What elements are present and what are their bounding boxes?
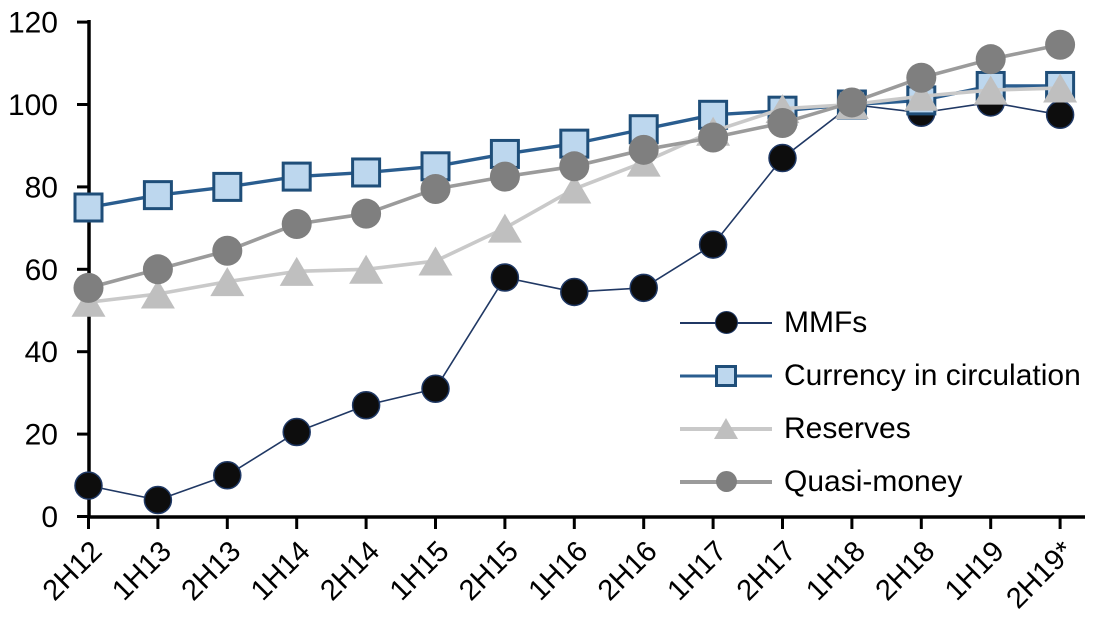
data-point-triangle xyxy=(418,246,453,276)
gray-triangle-icon xyxy=(714,418,738,439)
gray-circle-icon xyxy=(715,471,737,492)
data-point-circle xyxy=(420,173,451,204)
x-axis-label: 1H18 xyxy=(800,535,872,607)
data-point-triangle xyxy=(904,81,939,111)
black-circle-icon xyxy=(714,311,738,334)
x-axis-label: 2H19* xyxy=(1000,535,1080,615)
x-axis-label: 2H12 xyxy=(37,535,109,607)
y-axis-label: 0 xyxy=(41,501,58,534)
data-point-circle xyxy=(768,143,797,173)
data-point-circle xyxy=(212,235,243,266)
data-point-square xyxy=(489,138,520,169)
data-point-circle xyxy=(698,230,728,259)
x-axis-label: 2H14 xyxy=(314,535,386,607)
data-point-circle xyxy=(351,391,381,420)
x-axis-label: 1H16 xyxy=(523,535,595,607)
legend-label-currency: Currency in circulation xyxy=(784,358,1081,392)
data-point-circle xyxy=(73,272,104,303)
y-axis-label: 80 xyxy=(25,171,58,204)
data-point-circle xyxy=(490,263,520,292)
legend-label-quasi-money: Quasi-money xyxy=(784,464,963,498)
y-axis-label: 100 xyxy=(8,89,58,122)
y-axis-label: 40 xyxy=(25,336,58,369)
y-axis-label: 60 xyxy=(25,254,58,287)
data-point-circle xyxy=(74,471,103,500)
data-point-square xyxy=(212,171,243,202)
x-axis-label: 2H16 xyxy=(592,535,664,607)
data-point-circle xyxy=(213,461,242,490)
y-axis-label: 120 xyxy=(8,7,58,40)
x-axis-label: 1H14 xyxy=(245,535,317,607)
data-point-triangle xyxy=(140,279,175,309)
y-axis-label: 20 xyxy=(25,419,58,452)
reserves-legend-swatch xyxy=(680,414,772,444)
legend-entry-currency: Currency in circulation xyxy=(680,349,1081,402)
data-point-circle xyxy=(142,254,173,285)
x-axis-label: 2H18 xyxy=(870,535,942,607)
data-point-circle xyxy=(282,417,311,447)
legend-label-reserves: Reserves xyxy=(784,411,911,445)
data-point-triangle xyxy=(973,75,1008,105)
data-point-square xyxy=(142,180,173,211)
x-axis-label: 2H17 xyxy=(731,535,803,607)
x-axis-label: 2H15 xyxy=(453,535,525,607)
legend-entry-mmfs: MMFs xyxy=(680,296,1081,349)
data-point-triangle xyxy=(557,174,592,204)
data-point-square xyxy=(73,192,104,223)
data-point-circle xyxy=(489,161,520,192)
data-point-circle xyxy=(1045,29,1076,60)
legend-entry-quasi-money: Quasi-money xyxy=(680,455,1081,508)
x-axis-label: 1H17 xyxy=(661,535,733,607)
data-point-circle xyxy=(975,44,1006,75)
data-point-circle xyxy=(1045,100,1075,130)
data-point-triangle xyxy=(210,267,245,297)
chart-legend: MMFs Currency in circulation Reserves Qu… xyxy=(680,296,1081,508)
data-point-triangle xyxy=(487,213,522,243)
blue-square-icon xyxy=(715,364,737,387)
data-point-circle xyxy=(906,62,937,93)
legend-label-mmfs: MMFs xyxy=(784,305,868,339)
legend-entry-reserves: Reserves xyxy=(680,402,1081,455)
x-axis-label: 2H13 xyxy=(176,535,248,607)
data-point-circle xyxy=(560,277,589,307)
data-point-triangle xyxy=(279,256,314,286)
data-point-circle xyxy=(351,198,382,229)
data-point-circle xyxy=(836,87,867,118)
data-point-square xyxy=(281,161,312,192)
data-point-triangle xyxy=(349,254,384,284)
x-axis-label: 1H15 xyxy=(384,535,456,607)
mmfs-legend-swatch xyxy=(680,308,772,338)
data-point-circle xyxy=(767,108,798,139)
data-point-triangle xyxy=(1043,73,1078,103)
data-point-circle xyxy=(143,485,173,515)
x-axis-label: 1H13 xyxy=(106,535,178,607)
data-point-circle xyxy=(559,151,590,182)
quasi-money-legend-swatch xyxy=(680,467,772,497)
currency-legend-swatch xyxy=(680,361,772,391)
data-point-square xyxy=(351,157,382,188)
data-point-circle xyxy=(628,134,659,165)
data-point-circle xyxy=(421,374,450,404)
data-point-circle xyxy=(629,273,658,303)
x-axis-label: 1H19 xyxy=(939,535,1011,607)
data-point-circle xyxy=(698,122,729,153)
data-point-circle xyxy=(281,208,312,239)
